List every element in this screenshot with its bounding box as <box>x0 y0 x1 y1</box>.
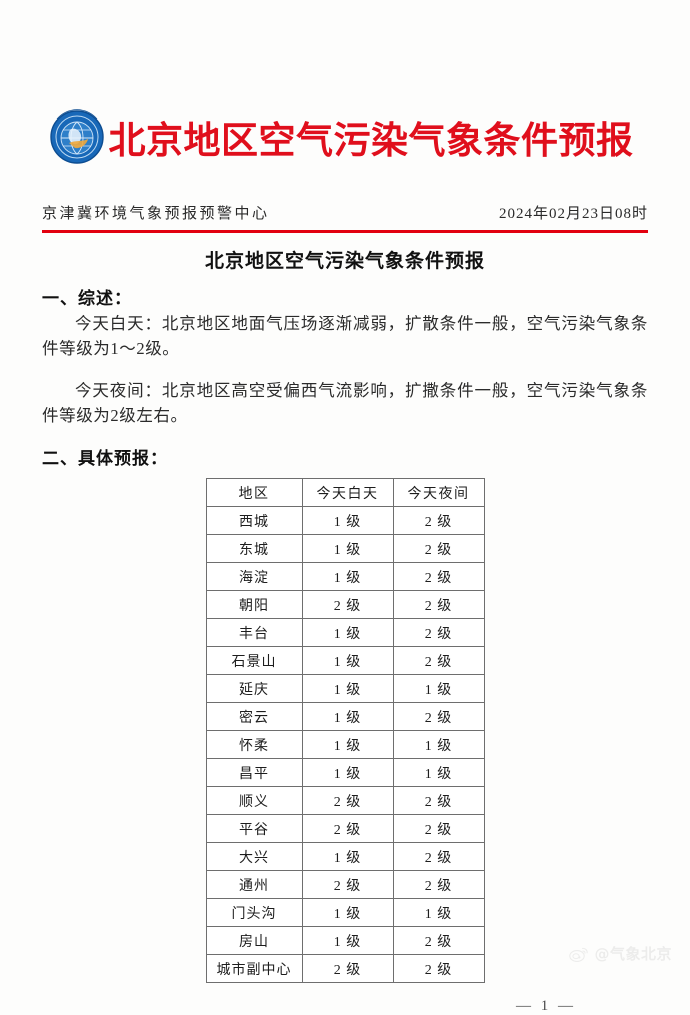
cell-nighttime-level: 1 级 <box>392 730 485 759</box>
weibo-handle: @气象北京 <box>594 945 672 963</box>
cell-nighttime-level: 2 级 <box>392 870 485 899</box>
cell-region: 东城 <box>205 534 303 563</box>
cell-nighttime-level: 1 级 <box>392 674 485 703</box>
cell-nighttime-level: 2 级 <box>392 702 485 731</box>
weibo-watermark: @气象北京 <box>569 943 672 964</box>
column-header-today-nighttime: 今天夜间 <box>392 478 485 507</box>
cell-region: 大兴 <box>205 842 303 871</box>
cell-nighttime-level: 2 级 <box>392 842 485 871</box>
cell-daytime-level: 1 级 <box>301 702 394 731</box>
cell-nighttime-level: 2 级 <box>392 786 485 815</box>
cell-region: 房山 <box>205 926 303 955</box>
cell-daytime-level: 1 级 <box>301 898 394 927</box>
cell-daytime-level: 2 级 <box>301 814 394 843</box>
organization-name: 京津冀环境气象预报预警中心 <box>42 206 270 222</box>
cell-daytime-level: 1 级 <box>301 730 394 759</box>
paragraph-nighttime: 今天夜间：北京地区高空受偏西气流影响，扩撒条件一般，空气污染气象条件等级为2级左… <box>42 380 648 425</box>
cell-nighttime-level: 2 级 <box>392 506 485 535</box>
masthead-title: 北京地区空气污染气象条件预报 <box>108 118 634 162</box>
cell-daytime-level: 2 级 <box>301 870 394 899</box>
issue-datetime: 2024年02月23日08时 <box>498 206 648 222</box>
cell-region: 延庆 <box>205 674 303 703</box>
cell-daytime-level: 1 级 <box>301 562 394 591</box>
cell-region: 通州 <box>205 870 303 899</box>
masthead-inner: 北京地区空气污染气象条件预报 <box>49 109 634 165</box>
cell-daytime-level: 1 级 <box>301 674 394 703</box>
cell-region: 怀柔 <box>205 730 303 759</box>
document-title: 北京地区空气污染气象条件预报 <box>204 250 485 272</box>
column-header-region: 地区 <box>205 478 303 507</box>
cell-region: 昌平 <box>205 758 303 787</box>
cell-region: 海淀 <box>205 562 303 591</box>
column-header-today-daytime: 今天白天 <box>301 478 394 507</box>
weibo-icon <box>569 946 589 962</box>
cell-region: 顺义 <box>205 786 303 815</box>
cell-nighttime-level: 2 级 <box>392 618 485 647</box>
cell-region: 石景山 <box>205 646 303 675</box>
cell-daytime-level: 1 级 <box>301 618 394 647</box>
red-divider <box>42 230 648 233</box>
cell-nighttime-level: 2 级 <box>392 814 485 843</box>
cell-region: 门头沟 <box>205 898 303 927</box>
cell-nighttime-level: 2 级 <box>392 590 485 619</box>
paragraph-daytime: 今天白天：北京地区地面气压场逐渐减弱，扩散条件一般，空气污染气象条件等级为1～2… <box>42 314 648 358</box>
section-heading-detailed-forecast: 二、具体预报： <box>42 449 168 469</box>
cell-daytime-level: 1 级 <box>301 534 394 563</box>
cell-daytime-level: 2 级 <box>301 954 394 983</box>
cell-daytime-level: 2 级 <box>301 786 394 815</box>
document-page: 北京地区空气污染气象条件预报 京津冀环境气象预报预警中心 2024年02月23日… <box>42 0 672 1014</box>
cell-daytime-level: 1 级 <box>301 758 394 787</box>
cell-nighttime-level: 2 级 <box>392 562 485 591</box>
cell-daytime-level: 1 级 <box>301 926 394 955</box>
cell-daytime-level: 1 级 <box>301 842 394 871</box>
cma-globe-emblem-icon <box>49 109 105 165</box>
section-heading-overview: 一、综述： <box>42 289 132 309</box>
forecast-table-head: 地区 今天白天 今天夜间 <box>205 478 485 507</box>
masthead: 北京地区空气污染气象条件预报 <box>42 0 648 188</box>
cell-daytime-level: 1 级 <box>301 506 394 535</box>
page-number: — 1 — <box>516 998 576 1014</box>
cell-nighttime-level: 2 级 <box>392 926 485 955</box>
org-line: 京津冀环境气象预报预警中心 2024年02月23日08时 <box>42 202 648 223</box>
cell-region: 丰台 <box>205 618 303 647</box>
cell-nighttime-level: 2 级 <box>392 646 485 675</box>
cell-region: 朝阳 <box>205 590 303 619</box>
cell-daytime-level: 2 级 <box>301 590 394 619</box>
cell-nighttime-level: 1 级 <box>392 758 485 787</box>
cell-nighttime-level: 2 级 <box>392 954 485 983</box>
cell-region: 平谷 <box>205 814 303 843</box>
cell-region: 密云 <box>205 702 303 731</box>
table-header-row: 地区 今天白天 今天夜间 <box>205 478 485 507</box>
cell-nighttime-level: 1 级 <box>392 898 485 927</box>
cell-region: 城市副中心 <box>205 954 303 983</box>
cell-daytime-level: 1 级 <box>301 646 394 675</box>
cell-nighttime-level: 2 级 <box>392 534 485 563</box>
cell-region: 西城 <box>205 506 303 535</box>
